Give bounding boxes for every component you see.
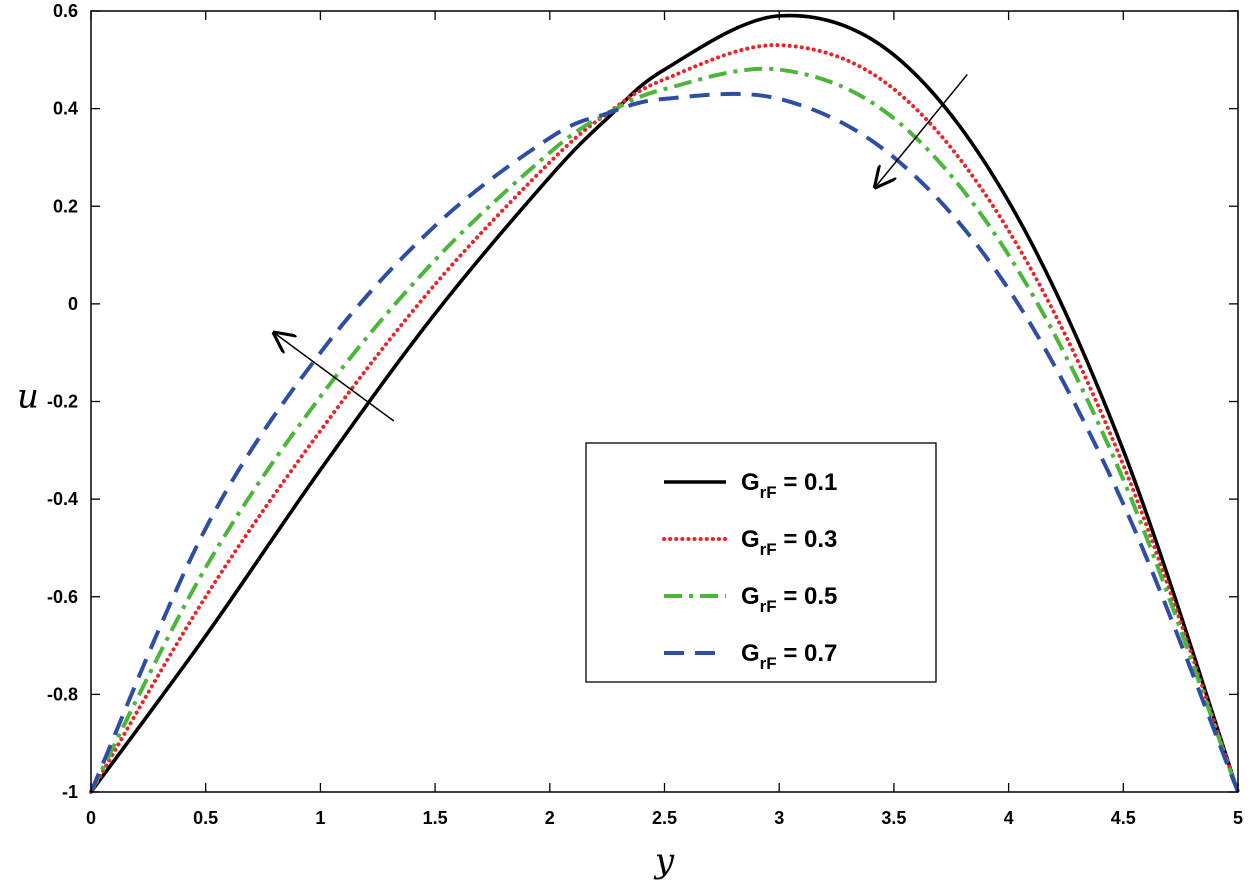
axes-layer: 0 0.5 1 1.5 2 2.5 3 3.5 4 4.5 5 -1 -0.8 -0.6 -0.4 -0.2 0… (17, 1, 1243, 881)
x-tick-label: 1 (315, 808, 325, 828)
y-tick-label: 0.2 (53, 196, 78, 216)
y-tick-label: -0.6 (47, 587, 78, 607)
legend-value: = 0.3 (777, 526, 838, 553)
series-line-3 (89, 66, 1240, 793)
legend-symbol: G (741, 583, 760, 610)
annotations (275, 73, 968, 422)
x-tick-label: 4 (1004, 808, 1014, 828)
legend-box (585, 442, 937, 683)
legend-subscript: rF (760, 540, 777, 559)
y-tick-label: -0.8 (47, 684, 78, 704)
x-tick-label: 0 (86, 808, 96, 828)
x-tick-label: 2.5 (652, 808, 677, 828)
series-layer (89, 13, 1240, 794)
series-line-2 (89, 43, 1240, 794)
legend-label-2: GrF = 0.3 (741, 526, 837, 559)
trend-arrow-1 (275, 333, 395, 422)
y-tick-label: 0.6 (53, 1, 78, 21)
trend-arrow-2 (876, 73, 968, 186)
legend-value: = 0.1 (777, 469, 838, 496)
legend-label-1: GrF = 0.1 (741, 469, 837, 502)
x-tick-label: 5 (1233, 808, 1243, 828)
legend-subscript: rF (760, 597, 777, 616)
y-tick-label: -1 (62, 782, 78, 802)
series-line-1 (89, 13, 1240, 794)
series-line-4 (89, 91, 1240, 793)
legend-symbol: G (741, 640, 760, 667)
y-axis-label: u (17, 377, 39, 417)
x-tick-label: 3.5 (881, 808, 906, 828)
legend-value: = 0.5 (777, 583, 838, 610)
y-tick-label: -0.4 (47, 489, 78, 509)
legend-label-3: GrF = 0.5 (741, 583, 837, 616)
legend-symbol: G (741, 469, 760, 496)
x-tick-label: 4.5 (1111, 808, 1136, 828)
y-tick-label: 0.4 (53, 99, 78, 119)
x-tick-label: 0.5 (193, 808, 218, 828)
x-axis-label: y (653, 841, 675, 881)
x-tick-label: 1.5 (423, 808, 448, 828)
legend-subscript: rF (760, 654, 777, 673)
x-tick-label: 3 (774, 808, 784, 828)
legend-label-4: GrF = 0.7 (741, 640, 837, 673)
x-tick-label: 2 (545, 808, 555, 828)
y-tick-label: 0 (68, 294, 78, 314)
legend-symbol: G (741, 526, 760, 553)
y-tick-label: -0.2 (47, 392, 78, 412)
legend-subscript: rF (760, 483, 777, 502)
legend-value: = 0.7 (777, 640, 838, 667)
